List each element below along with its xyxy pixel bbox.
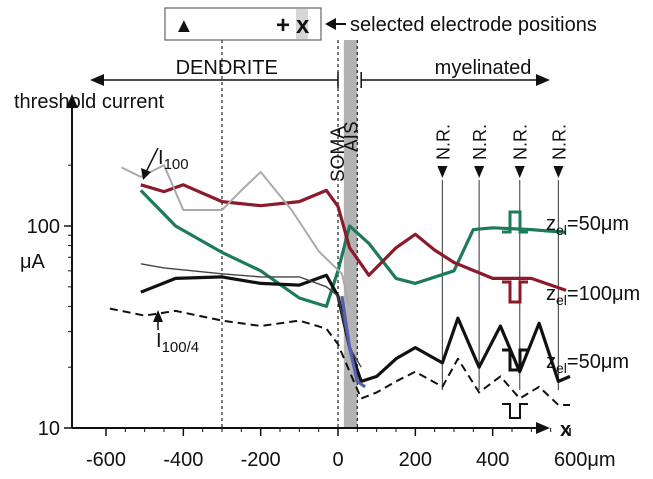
myelinated-label: myelinated [435, 57, 532, 79]
x-tick-label-2: -200 [241, 449, 281, 471]
series-line-6 [340, 295, 367, 389]
node-arrow-3 [553, 166, 564, 178]
node-arrow-1 [474, 166, 485, 178]
series-label-0: zel=50μm [546, 213, 629, 238]
y-axis-arrow [66, 94, 78, 108]
soma-label: SOMA [328, 126, 349, 182]
x-tick-label-6: 600μm [554, 449, 616, 471]
electrode-marker-triangle: ▲ [174, 15, 194, 37]
series-layer [109, 164, 571, 406]
electrode-legend: ▲ + x selected electrode positions [164, 7, 597, 41]
pulse-glyph-0 [502, 210, 528, 234]
node-label-2: N.R. [511, 124, 531, 160]
myelinated-arrow-head [536, 74, 550, 86]
i100-4-arrow-head [153, 310, 163, 322]
dendrite-arrow-head [90, 74, 104, 86]
dendrite-label: DENDRITE [176, 57, 278, 79]
x-ticks: -600 -400 -200 0 200 400 600μm [86, 428, 616, 471]
y-tick-label-1: 100 [27, 216, 60, 238]
electrode-marker-plus: + [276, 12, 290, 39]
y-axis-unit: μA [20, 251, 46, 273]
node-label-0: N.R. [433, 124, 453, 160]
series-line-0 [139, 189, 567, 308]
series-line-2 [140, 273, 571, 383]
electrode-legend-frame [164, 7, 322, 41]
series-label-1: zel=100μm [546, 283, 640, 308]
x-axis-label: x [560, 419, 571, 441]
node-arrow-0 [437, 166, 448, 178]
y-tick-label-0: 10 [38, 418, 60, 440]
node-label-1: N.R. [470, 124, 490, 160]
annotations: I100 I100/4 [141, 147, 199, 356]
series-line-4 [121, 164, 351, 307]
legend-arrow-head [325, 18, 336, 30]
axes-layer: x threshold current μA -600 -400 -200 0 200 4… [14, 91, 616, 471]
i100-label: I100 [158, 147, 189, 173]
i100-arrow-line [145, 147, 159, 173]
x-tick-label-5: 400 [476, 449, 509, 471]
electrode-marker-x: x [296, 12, 310, 39]
pulse-glyph-1 [502, 280, 528, 304]
x-axis-arrow [536, 422, 550, 434]
series-labels: zel=50μm zel=100μm zel=50μm [502, 210, 640, 419]
electrode-legend-text: selected electrode positions [350, 14, 597, 36]
i100-4-label: I100/4 [156, 330, 199, 356]
series-line-3 [109, 307, 570, 406]
x-tick-label-4: 200 [399, 449, 432, 471]
ais-label: AIS [341, 121, 362, 152]
pulse-glyph-2 [502, 348, 528, 372]
pulse-glyph-3 [502, 403, 528, 419]
y-ticks: 10 100 [27, 164, 72, 440]
y-axis-label: threshold current [14, 91, 165, 113]
soma-band-legend [296, 9, 308, 39]
x-tick-label-1: -400 [163, 449, 203, 471]
node-arrow-2 [514, 166, 525, 178]
x-tick-label-0: -600 [86, 449, 126, 471]
node-label-3: N.R. [549, 124, 569, 160]
series-line-1 [140, 183, 567, 292]
x-tick-label-3: 0 [332, 449, 343, 471]
i100-arrow-head [141, 168, 151, 180]
series-label-2: zel=50μm [546, 351, 629, 376]
